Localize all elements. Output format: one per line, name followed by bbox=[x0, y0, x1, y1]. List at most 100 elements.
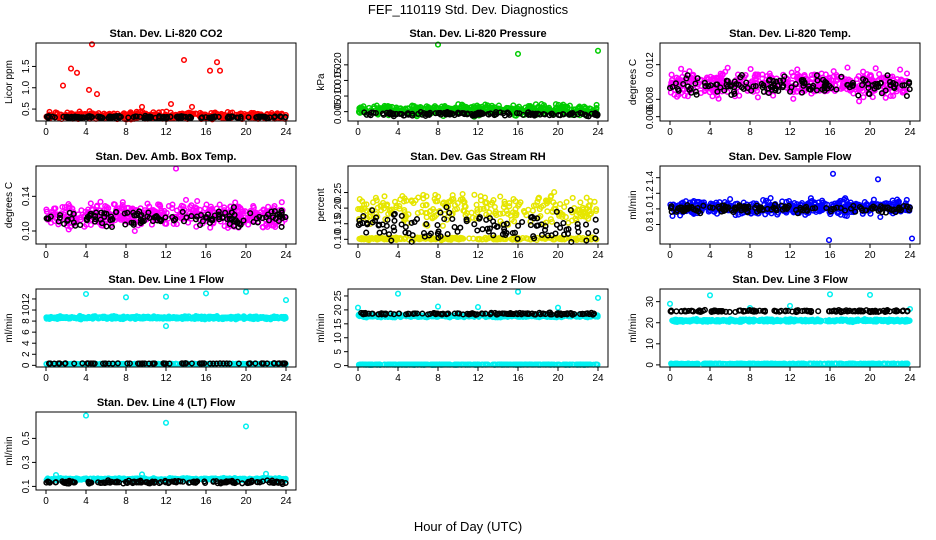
data-point bbox=[594, 111, 601, 118]
x-tick-label: 24 bbox=[592, 127, 604, 138]
data-point bbox=[497, 106, 504, 113]
data-point bbox=[497, 193, 504, 200]
x-tick-label: 0 bbox=[355, 127, 361, 138]
data-point bbox=[890, 92, 897, 99]
data-point bbox=[381, 228, 388, 235]
data-points bbox=[667, 170, 916, 244]
data-point bbox=[793, 88, 800, 95]
data-point bbox=[758, 80, 765, 87]
data-point bbox=[855, 92, 862, 99]
x-tick-label: 20 bbox=[864, 127, 876, 138]
x-tick-label: 12 bbox=[784, 250, 796, 261]
data-point bbox=[822, 78, 829, 85]
outlier-point bbox=[554, 304, 562, 311]
data-point bbox=[765, 85, 772, 92]
x-tick-label: 8 bbox=[123, 373, 129, 384]
data-point bbox=[844, 81, 851, 88]
data-point bbox=[886, 78, 894, 85]
data-point bbox=[260, 206, 267, 213]
y-tick-label: 1.4 bbox=[645, 170, 656, 184]
y-tick-label: 0 bbox=[21, 362, 32, 368]
data-point bbox=[444, 231, 451, 238]
data-point bbox=[694, 75, 701, 82]
y-tick-label: 4 bbox=[21, 340, 32, 346]
data-point bbox=[680, 86, 687, 94]
y-tick-label: 0.10 bbox=[21, 221, 32, 241]
data-point bbox=[906, 86, 913, 93]
x-tick-label: 24 bbox=[280, 373, 292, 384]
panel-4: Stan. Dev. Amb. Box Temp.degrees C0 4 8 12 1… bbox=[4, 151, 297, 261]
data-point bbox=[256, 113, 263, 120]
data-point bbox=[566, 102, 573, 109]
data-point bbox=[66, 209, 73, 216]
data-point bbox=[384, 201, 391, 208]
data-point bbox=[856, 98, 863, 105]
data-point bbox=[60, 220, 68, 227]
x-tick-label: 0 bbox=[355, 250, 361, 261]
x-axis: 0 4 8 12 16 20 24 bbox=[355, 244, 604, 261]
outlier-point bbox=[434, 303, 442, 310]
panel-title: Stan. Dev. Amb. Box Temp. bbox=[96, 151, 237, 163]
x-tick-label: 20 bbox=[240, 250, 252, 261]
data-point bbox=[103, 223, 110, 230]
data-point bbox=[125, 114, 132, 121]
x-tick-label: 20 bbox=[240, 373, 252, 384]
data-point bbox=[142, 114, 149, 121]
data-point bbox=[182, 196, 190, 203]
data-point bbox=[548, 110, 555, 117]
data-point bbox=[581, 103, 588, 110]
data-point bbox=[747, 65, 754, 73]
x-tick-label: 16 bbox=[824, 250, 836, 261]
data-point bbox=[148, 221, 155, 228]
data-point bbox=[45, 114, 52, 121]
data-point bbox=[770, 92, 777, 99]
data-point bbox=[437, 111, 444, 118]
y-tick-label: 0.14 bbox=[21, 186, 32, 206]
x-tick-label: 20 bbox=[864, 250, 876, 261]
data-point bbox=[228, 113, 235, 120]
data-point bbox=[206, 219, 213, 226]
data-point bbox=[361, 109, 368, 116]
data-point bbox=[592, 216, 599, 223]
data-point bbox=[882, 94, 889, 101]
data-point bbox=[798, 89, 806, 96]
data-point bbox=[468, 209, 475, 216]
data-point bbox=[483, 216, 490, 223]
x-tick-label: 0 bbox=[43, 373, 49, 384]
x-tick-label: 16 bbox=[200, 127, 212, 138]
data-point bbox=[83, 217, 91, 224]
outlier-point bbox=[180, 56, 188, 64]
data-point bbox=[457, 104, 464, 111]
y-tick-label: 1.0 bbox=[21, 80, 32, 94]
data-point bbox=[813, 72, 820, 79]
x-tick-label: 0 bbox=[667, 127, 673, 138]
data-point bbox=[714, 88, 721, 95]
data-point bbox=[259, 113, 266, 120]
data-point bbox=[583, 194, 590, 201]
y-tick-label: 10 bbox=[21, 304, 32, 316]
data-point bbox=[87, 200, 94, 207]
data-point bbox=[884, 72, 891, 79]
data-point bbox=[849, 81, 856, 89]
data-point bbox=[167, 113, 174, 120]
data-point bbox=[865, 90, 873, 97]
data-point bbox=[686, 86, 693, 93]
data-points bbox=[666, 64, 913, 105]
data-points bbox=[43, 41, 289, 123]
data-point bbox=[194, 198, 201, 205]
outlier-point bbox=[242, 288, 250, 295]
x-tick-label: 8 bbox=[123, 250, 129, 261]
data-point bbox=[882, 209, 889, 216]
outlier-point bbox=[908, 235, 916, 242]
data-point bbox=[684, 93, 691, 100]
y-axis-label: ml/min bbox=[316, 313, 327, 342]
data-point bbox=[865, 84, 872, 91]
data-point bbox=[215, 113, 222, 120]
x-tick-label: 4 bbox=[83, 250, 89, 261]
data-point bbox=[872, 80, 879, 88]
x-tick-label: 20 bbox=[240, 127, 252, 138]
x-tick-label: 8 bbox=[435, 250, 441, 261]
data-point bbox=[675, 87, 682, 94]
